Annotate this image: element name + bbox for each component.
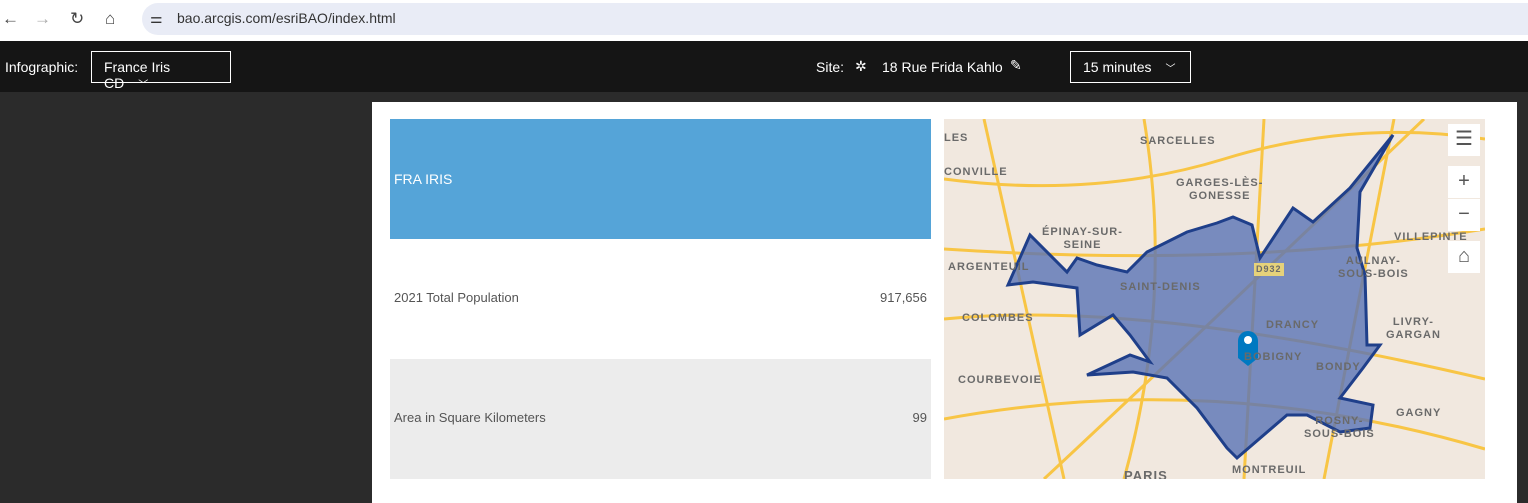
map-label: VILLEPINTE [1394,231,1468,243]
zoom-out-button[interactable]: − [1448,199,1480,231]
map-label: COURBEVOIE [958,374,1042,386]
panel-header: FRA IRIS [390,119,931,239]
map-label: SARCELLES [1140,135,1216,147]
legend-icon[interactable]: ☰ [1448,124,1480,156]
chevron-down-icon: ﹀ [1165,64,1176,75]
map-graphics [944,119,1485,479]
pin-dot [1244,336,1252,344]
home-extent-button[interactable]: ⌂ [1448,241,1480,273]
map-label: LES [944,132,969,144]
map-label: DRANCY [1266,319,1320,331]
map-label: CONVILLE [944,166,1008,178]
infographic-label: Infographic: [5,59,79,75]
map-label: SAINT-DENIS [1120,281,1201,293]
map-label: MONTREUIL [1232,464,1307,476]
map-label: BOBIGNY [1244,351,1303,363]
infographic-panel: FRA IRIS 2021 Total Population 917,656 A… [372,102,1517,503]
infographic-value: France Iris CD [104,59,171,91]
chevron-down-icon: ﹀ [138,80,149,91]
row-value: 99 [912,410,927,425]
map-label: PARIS [1124,468,1168,479]
road-shield: D932 [1254,263,1284,276]
drive-time-area[interactable] [1005,134,1395,461]
app-toolbar: Infographic: France Iris CD ﹀ Site: ✲ 18 … [0,41,1528,92]
reload-icon[interactable]: ↻ [70,9,85,28]
back-icon[interactable]: ← [2,9,19,28]
map-label: GARGES-LÈS- GONESSE [1176,177,1264,202]
row-label: 2021 Total Population [394,290,519,305]
map-label: ARGENTEUIL [948,261,1030,273]
zoom-in-button[interactable]: + [1448,166,1480,198]
row-label: Area in Square Kilometers [394,410,546,425]
browser-chrome: ← → ↻ ⌂ ⚌ bao.arcgis.com/esriBAO/index.h… [0,0,1528,41]
infographic-select[interactable]: France Iris CD ﹀ [91,51,231,91]
map-label: GAGNY [1396,407,1442,419]
map-label: BONDY [1316,361,1361,373]
map-label: ÉPINAY-SUR- SEINE [1042,226,1123,251]
time-value: 15 minutes [1083,59,1152,75]
map-label: AULNAY- SOUS-BOIS [1338,255,1409,280]
area-row: Area in Square Kilometers 99 [390,359,931,479]
edit-pencil-icon[interactable]: ✎ [1010,57,1022,73]
home-icon[interactable]: ⌂ [105,9,116,28]
forward-icon[interactable]: → [34,9,51,28]
site-pin-icon[interactable] [1238,331,1258,366]
map-label: ROSNY- SOUS-BOIS [1304,415,1375,440]
site-type-icon: ✲ [855,58,867,74]
site-settings-icon[interactable]: ⚌ [150,10,163,26]
site-name: 18 Rue Frida Kahlo [882,59,1003,75]
row-value: 917,656 [880,290,927,305]
address-bar[interactable]: ⚌ bao.arcgis.com/esriBAO/index.html [142,3,1528,35]
population-row: 2021 Total Population 917,656 [390,239,931,359]
url-text: bao.arcgis.com/esriBAO/index.html [177,10,396,26]
time-select[interactable]: 15 minutes ﹀ [1070,51,1191,83]
map-label: LIVRY- GARGAN [1386,316,1441,341]
map-label: COLOMBES [962,312,1034,324]
map-view[interactable]: SARCELLES CONVILLE GARGES-LÈS- GONESSE É… [944,119,1485,479]
site-label: Site: [816,59,845,75]
